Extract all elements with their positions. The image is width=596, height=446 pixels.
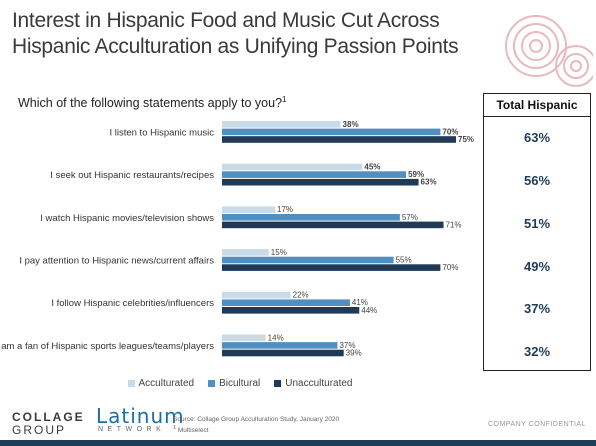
legend-label: Bicultural bbox=[219, 378, 261, 389]
total-hispanic-value: 63% bbox=[523, 130, 551, 145]
data-label: 59% bbox=[408, 170, 424, 179]
data-label: 71% bbox=[446, 220, 462, 229]
bar-acculturated bbox=[222, 334, 266, 342]
data-label: 41% bbox=[352, 298, 368, 307]
logo-line: COLLAGE bbox=[12, 410, 85, 424]
confidential-notice: COMPANY CONFIDENTIAL bbox=[487, 421, 586, 428]
total-hispanic-value: 32% bbox=[523, 344, 551, 359]
bar-bicultural bbox=[222, 256, 394, 264]
data-label: 45% bbox=[364, 163, 380, 172]
bar-unacculturated bbox=[222, 307, 360, 314]
decorative-circles-icon bbox=[505, 15, 593, 87]
data-label: 57% bbox=[402, 213, 418, 222]
data-label: 15% bbox=[271, 248, 287, 257]
category-label: I pay attention to Hispanic news/current… bbox=[19, 256, 214, 267]
category-label: I am a fan of Hispanic sports leagues/te… bbox=[0, 341, 214, 352]
total-hispanic-value: 37% bbox=[523, 301, 551, 316]
category-label: I follow Hispanic celebrities/influencer… bbox=[51, 298, 214, 309]
legend-label: Unacculturated bbox=[285, 378, 353, 389]
data-label: 17% bbox=[277, 205, 293, 214]
data-label: 55% bbox=[396, 256, 412, 265]
bar-bicultural bbox=[222, 214, 400, 221]
bar-unacculturated bbox=[222, 136, 456, 143]
logo-line: GROUP bbox=[12, 423, 67, 437]
data-label: 63% bbox=[421, 178, 437, 187]
source-note: Source: Collage Group Acculturation Stud… bbox=[173, 416, 339, 435]
bar-unacculturated bbox=[222, 178, 419, 186]
category-label: I seek out Hispanic restaurants/recipes bbox=[50, 170, 214, 181]
footnote-marker: 1 bbox=[173, 425, 177, 431]
question-footnote: 1 bbox=[282, 95, 287, 104]
data-label: 44% bbox=[361, 306, 377, 315]
legend-swatch bbox=[127, 380, 135, 387]
legend-item-acculturated: Acculturated bbox=[127, 378, 195, 389]
data-label: 39% bbox=[346, 349, 362, 358]
latinum-network-logo: Latinum NETWORK bbox=[96, 406, 185, 433]
question-text: Which of the following statements apply … bbox=[18, 96, 283, 111]
source-footnote-text: Multiselect bbox=[177, 427, 209, 435]
chart-legend: Acculturated Bicultural Unacculturated bbox=[0, 378, 480, 389]
source-text: Source: Collage Group Acculturation Stud… bbox=[173, 416, 340, 423]
category-label: I listen to Hispanic music bbox=[109, 127, 214, 138]
bar-bicultural bbox=[222, 128, 441, 136]
bar-acculturated bbox=[222, 249, 269, 256]
data-label: 70% bbox=[442, 263, 458, 272]
legend-swatch bbox=[208, 380, 216, 387]
data-label: 37% bbox=[339, 341, 355, 350]
bar-bicultural bbox=[222, 299, 350, 306]
legend-item-unacculturated: Unacculturated bbox=[274, 378, 353, 389]
category-label: I watch Hispanic movies/television shows bbox=[40, 213, 214, 224]
source-footnote-line: 1 Multiselect bbox=[173, 424, 339, 435]
bottom-accent-bar bbox=[0, 440, 596, 446]
bar-acculturated bbox=[222, 121, 341, 128]
bar-acculturated bbox=[222, 206, 276, 213]
bar-bicultural bbox=[222, 171, 407, 178]
bar-unacculturated bbox=[222, 221, 444, 229]
total-hispanic-header: Total Hispanic bbox=[484, 94, 590, 117]
data-label: 14% bbox=[268, 333, 284, 342]
survey-question: Which of the following statements apply … bbox=[18, 95, 287, 110]
page-title: Interest in Hispanic Food and Music Cut … bbox=[12, 9, 459, 58]
legend-swatch bbox=[274, 380, 282, 387]
data-label: 70% bbox=[442, 127, 458, 136]
bar-acculturated bbox=[222, 163, 363, 171]
logo-subtitle: NETWORK bbox=[98, 426, 166, 433]
total-hispanic-panel: Total Hispanic 63% 56% 51% 49% 37% 32% bbox=[483, 93, 591, 371]
data-label: 75% bbox=[458, 135, 474, 144]
bar-bicultural bbox=[222, 342, 338, 349]
bar-unacculturated bbox=[222, 264, 441, 271]
total-hispanic-value: 56% bbox=[523, 173, 551, 188]
legend-label: Acculturated bbox=[138, 378, 195, 389]
bar-acculturated bbox=[222, 291, 291, 299]
collage-group-logo: COLLAGE GROUP bbox=[12, 411, 85, 437]
total-hispanic-value: 51% bbox=[523, 216, 551, 231]
page-footer: COLLAGE GROUP Latinum NETWORK Source: Co… bbox=[0, 400, 596, 446]
logo-wordmark: Latinum bbox=[96, 404, 185, 428]
bar-unacculturated bbox=[222, 349, 344, 357]
data-label: 22% bbox=[293, 291, 309, 300]
legend-item-bicultural: Bicultural bbox=[208, 378, 260, 389]
data-label: 38% bbox=[343, 120, 359, 129]
total-hispanic-value: 49% bbox=[523, 259, 551, 274]
